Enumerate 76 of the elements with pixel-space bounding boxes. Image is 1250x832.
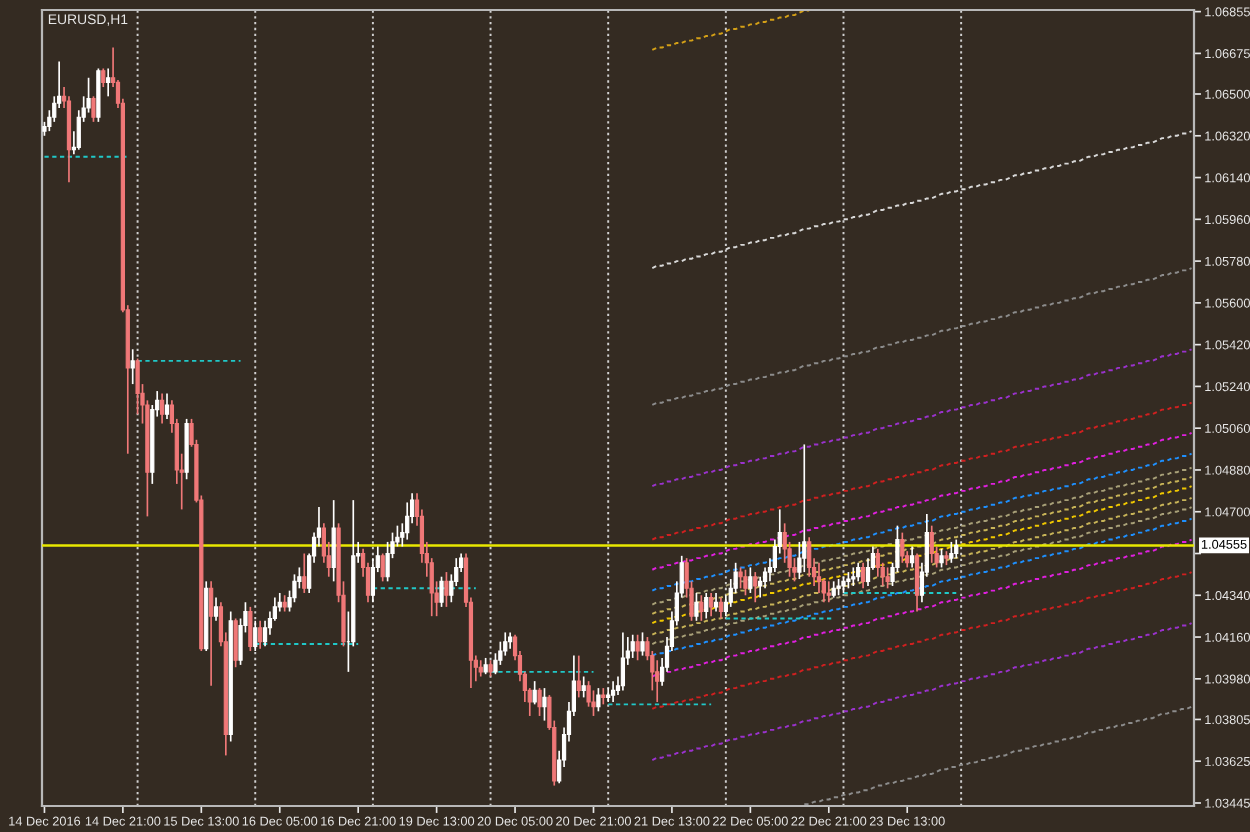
candlestick <box>96 67 101 123</box>
candlestick <box>302 552 307 594</box>
candlestick <box>164 392 170 420</box>
line-series <box>651 622 1193 762</box>
candlestick <box>929 524 934 564</box>
candlestick <box>233 617 238 669</box>
candlestick <box>655 659 660 703</box>
candlestick <box>532 680 537 706</box>
line-series <box>651 452 1193 592</box>
candlestick <box>208 580 214 687</box>
candlestick <box>106 67 111 98</box>
candlestick <box>954 538 959 559</box>
candlestick <box>885 566 890 590</box>
candlestick <box>253 619 258 652</box>
candlestick <box>292 573 297 604</box>
candlestick <box>380 552 385 583</box>
candlestick <box>910 545 915 569</box>
candlestick <box>498 640 503 666</box>
candlestick <box>826 580 831 604</box>
candlestick <box>949 541 954 564</box>
candlestick <box>503 631 508 657</box>
candlestick <box>537 687 542 717</box>
candlestick <box>610 680 616 703</box>
candlestick <box>620 631 626 692</box>
candlestick <box>699 594 704 622</box>
line-series <box>651 267 1193 406</box>
candlestick <box>709 592 714 618</box>
candlestick <box>640 631 645 657</box>
candlestick <box>130 348 135 385</box>
candlestick <box>385 541 390 583</box>
candlestick <box>258 619 263 650</box>
candlestick <box>586 680 591 708</box>
candlestick <box>576 654 581 699</box>
candlestick <box>713 592 719 613</box>
candlestick <box>851 566 856 587</box>
candlestick <box>860 561 866 590</box>
candlestick <box>856 561 861 583</box>
candlestick <box>743 568 748 597</box>
candlestick <box>875 548 880 578</box>
line-series <box>651 348 1193 488</box>
candlestick <box>753 571 758 604</box>
candlestick <box>159 392 165 425</box>
candlestick <box>331 499 336 583</box>
candlestick <box>758 575 763 599</box>
candlestick <box>914 552 920 613</box>
candlestick <box>596 687 601 713</box>
candlestick <box>816 561 822 594</box>
candlestick <box>591 689 596 717</box>
candlestick <box>542 687 547 722</box>
line-series <box>803 705 1193 806</box>
candlestick <box>748 566 753 594</box>
candlestick <box>135 357 140 416</box>
candlestick <box>248 606 253 652</box>
candlestick <box>277 592 282 613</box>
candlestick <box>86 76 91 114</box>
line-series <box>651 571 1193 710</box>
candlestick <box>704 592 709 620</box>
candlestick <box>630 633 635 659</box>
candlestick <box>262 619 268 648</box>
candlestick <box>439 575 444 608</box>
candlestick <box>101 67 106 88</box>
candlestick <box>718 596 724 620</box>
candlestick <box>91 95 96 123</box>
candlestick <box>939 548 944 569</box>
candlestick <box>762 566 768 590</box>
candlestick <box>635 633 640 662</box>
candlestick <box>694 592 699 622</box>
candlestick <box>802 443 807 573</box>
candlestick <box>807 536 812 578</box>
candlestick <box>213 596 219 622</box>
line-series <box>651 401 1193 541</box>
candlestick <box>738 566 743 590</box>
candlestick <box>581 675 586 699</box>
candlestick <box>405 501 410 541</box>
candlestick <box>444 571 449 608</box>
candlestick <box>900 531 905 564</box>
